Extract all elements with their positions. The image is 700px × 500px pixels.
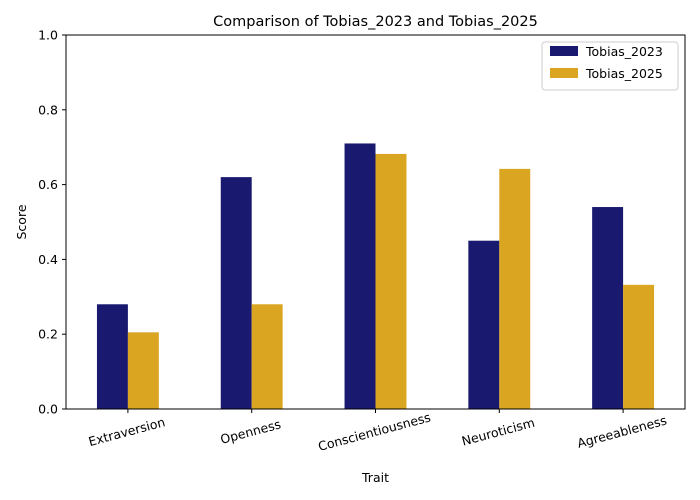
bar-tobias-2025-conscientiousness bbox=[375, 153, 407, 409]
x-tick-label-neuroticism: Neuroticism bbox=[460, 415, 536, 449]
chart-title: Comparison of Tobias_2023 and Tobias_202… bbox=[213, 14, 538, 30]
y-tick-label: 0.0 bbox=[38, 402, 58, 417]
x-tick-label-conscientiousness: Conscientiousness bbox=[316, 409, 432, 453]
x-axis-label: Trait bbox=[361, 470, 389, 485]
plot-frame bbox=[65, 34, 686, 410]
bar-tobias-2023-conscientiousness bbox=[344, 143, 376, 409]
y-axis-label: Score bbox=[14, 204, 29, 239]
bars-group bbox=[96, 143, 655, 409]
bar-tobias-2023-extraversion bbox=[96, 304, 128, 409]
x-axis: Extraversion Openness Conscientiousness Neu… bbox=[87, 409, 668, 454]
x-tick-label-extraversion: Extraversion bbox=[87, 414, 167, 449]
y-axis: 0.0 0.2 0.4 0.6 0.8 1.0 bbox=[38, 28, 66, 417]
legend-label-tobias-2025: Tobias_2025 bbox=[585, 66, 663, 81]
y-tick-label: 0.6 bbox=[38, 177, 58, 192]
x-tick-label-openness: Openness bbox=[219, 416, 283, 447]
x-tick-label-agreeableness: Agreeableness bbox=[575, 412, 668, 450]
legend-swatch-tobias-2025 bbox=[550, 68, 578, 78]
legend-label-tobias-2023: Tobias_2023 bbox=[585, 44, 663, 59]
y-tick-label: 1.0 bbox=[38, 28, 58, 43]
y-tick-label: 0.2 bbox=[38, 327, 58, 342]
bar-tobias-2025-extraversion bbox=[127, 332, 159, 409]
bar-tobias-2025-openness bbox=[251, 304, 283, 409]
bar-tobias-2023-openness bbox=[220, 177, 252, 409]
bar-tobias-2025-agreeableness bbox=[623, 284, 655, 409]
y-tick-label: 0.8 bbox=[38, 102, 58, 117]
bar-tobias-2023-neuroticism bbox=[468, 240, 500, 409]
y-tick-label: 0.4 bbox=[38, 252, 58, 267]
bar-tobias-2023-agreeableness bbox=[592, 207, 624, 409]
legend-swatch-tobias-2023 bbox=[550, 46, 578, 56]
legend: Tobias_2023 Tobias_2025 bbox=[541, 41, 679, 91]
bar-tobias-2025-neuroticism bbox=[499, 168, 531, 409]
